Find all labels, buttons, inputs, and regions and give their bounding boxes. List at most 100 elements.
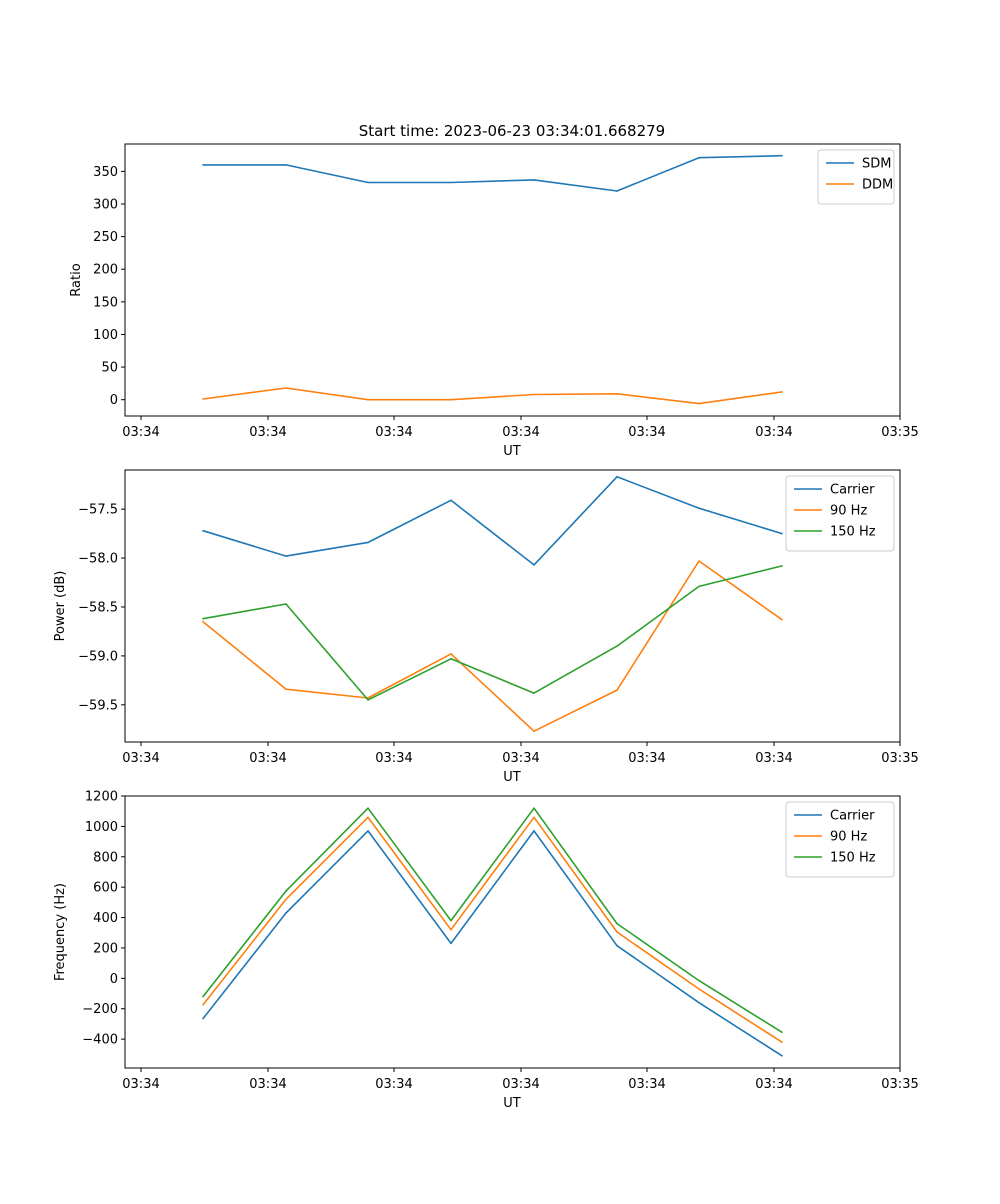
data-point-90-hz xyxy=(533,730,535,732)
y-tick-label: −58.5 xyxy=(78,600,118,615)
data-point-sdm xyxy=(285,164,287,166)
legend: Carrier 90 Hz 150 Hz xyxy=(785,801,895,878)
plot-frame xyxy=(124,143,901,417)
data-point-carrier xyxy=(202,529,204,532)
legend-label: SDM xyxy=(862,157,891,172)
series-line-150-hz xyxy=(202,807,783,1033)
y-tick-label: −59.0 xyxy=(78,649,118,664)
y-tick-label: 50 xyxy=(101,361,118,376)
x-axis-label: UT xyxy=(503,1096,521,1111)
y-tick-label: 150 xyxy=(93,295,118,310)
plot-frame xyxy=(124,469,901,743)
series-line-90-hz xyxy=(202,560,783,733)
data-point-150-hz xyxy=(450,658,452,660)
data-point-sdm xyxy=(202,164,204,166)
legend-box xyxy=(785,801,895,878)
data-point-sdm xyxy=(450,181,452,184)
legend-label: Carrier xyxy=(830,483,875,498)
legend-box xyxy=(785,475,895,552)
data-point-carrier xyxy=(533,830,535,832)
data-point-sdm xyxy=(616,190,618,192)
data-point-carrier xyxy=(533,564,535,566)
data-point-carrier xyxy=(698,507,700,510)
data-point-carrier xyxy=(698,1001,700,1004)
legend: SDM DDM xyxy=(817,149,895,205)
data-point-150-hz xyxy=(698,979,700,982)
data-point-sdm xyxy=(781,154,783,157)
data-point-90-hz xyxy=(450,928,452,931)
y-axis-label: Ratio xyxy=(69,263,84,296)
data-point-ddm xyxy=(367,398,369,401)
series-line-carrier xyxy=(202,475,783,566)
x-tick-label: 03:34 xyxy=(502,751,539,766)
data-point-90-hz xyxy=(616,689,618,691)
x-tick-label: 03:34 xyxy=(502,1077,539,1092)
y-tick-label: −400 xyxy=(82,1033,118,1048)
legend-label: 90 Hz xyxy=(830,504,867,519)
x-tick-label: 03:34 xyxy=(628,751,665,766)
data-point-150-hz xyxy=(533,807,535,809)
x-tick-label: 03:35 xyxy=(881,751,918,766)
data-point-ddm xyxy=(450,398,452,401)
data-point-90-hz xyxy=(698,560,700,562)
chart-panel-1: 0 50 100 150 200 250 300 350 03:34 03:34 03:34 03:3… xyxy=(69,143,919,459)
data-point-150-hz xyxy=(781,1031,783,1034)
data-point-ddm xyxy=(698,402,700,405)
data-point-90-hz xyxy=(533,816,535,819)
data-point-sdm xyxy=(533,179,535,181)
data-point-sdm xyxy=(698,156,700,159)
data-point-carrier xyxy=(450,942,452,945)
y-tick-label: −57.5 xyxy=(78,503,118,518)
legend-label: 150 Hz xyxy=(830,851,876,866)
legend-label: DDM xyxy=(862,178,893,193)
x-tick-label: 03:34 xyxy=(755,1077,792,1092)
x-tick-label: 03:34 xyxy=(375,1077,412,1092)
x-axis-label: UT xyxy=(503,444,521,459)
y-tick-label: 600 xyxy=(93,881,118,896)
series-line-carrier xyxy=(202,830,783,1057)
data-point-carrier xyxy=(450,499,452,502)
data-point-90-hz xyxy=(285,688,287,690)
y-axis-label: Power (dB) xyxy=(53,571,68,642)
x-tick-label: 03:34 xyxy=(502,425,539,440)
data-point-90-hz xyxy=(367,816,369,819)
y-tick-label: −58.0 xyxy=(78,552,118,567)
data-point-carrier xyxy=(202,1017,204,1020)
legend-label: 90 Hz xyxy=(830,830,867,845)
y-tick-label: 400 xyxy=(93,911,118,926)
y-tick-label: 1000 xyxy=(85,820,118,835)
legend: Carrier 90 Hz 150 Hz xyxy=(785,475,895,552)
y-tick-label: 100 xyxy=(93,328,118,343)
data-point-90-hz xyxy=(202,1004,204,1006)
legend-label: 150 Hz xyxy=(830,525,876,540)
y-tick-label: 250 xyxy=(93,230,118,245)
y-tick-label: 1200 xyxy=(85,790,118,805)
x-tick-label: 03:34 xyxy=(249,425,286,440)
data-point-carrier xyxy=(285,912,287,914)
data-point-150-hz xyxy=(450,919,452,922)
x-tick-label: 03:34 xyxy=(375,425,412,440)
x-tick-label: 03:34 xyxy=(122,751,159,766)
y-tick-label: 0 xyxy=(110,972,118,987)
x-tick-label: 03:35 xyxy=(881,425,918,440)
series-line-150-hz xyxy=(202,565,783,701)
y-tick-label: 0 xyxy=(110,393,118,408)
data-point-90-hz xyxy=(781,618,783,621)
data-point-carrier xyxy=(367,541,369,544)
data-point-90-hz xyxy=(202,620,204,623)
data-point-90-hz xyxy=(698,988,700,990)
series-line-ddm xyxy=(202,387,783,405)
x-axis-label: UT xyxy=(503,770,521,785)
y-tick-label: 300 xyxy=(93,198,118,213)
x-tick-label: 03:34 xyxy=(249,751,286,766)
x-tick-label: 03:34 xyxy=(122,425,159,440)
data-point-90-hz xyxy=(616,931,618,933)
data-point-150-hz xyxy=(367,807,369,809)
data-point-carrier xyxy=(616,476,618,478)
data-point-150-hz xyxy=(616,922,618,925)
data-point-90-hz xyxy=(450,653,452,655)
y-tick-label: 200 xyxy=(93,263,118,278)
data-point-carrier xyxy=(285,555,287,557)
y-tick-label: 200 xyxy=(93,941,118,956)
